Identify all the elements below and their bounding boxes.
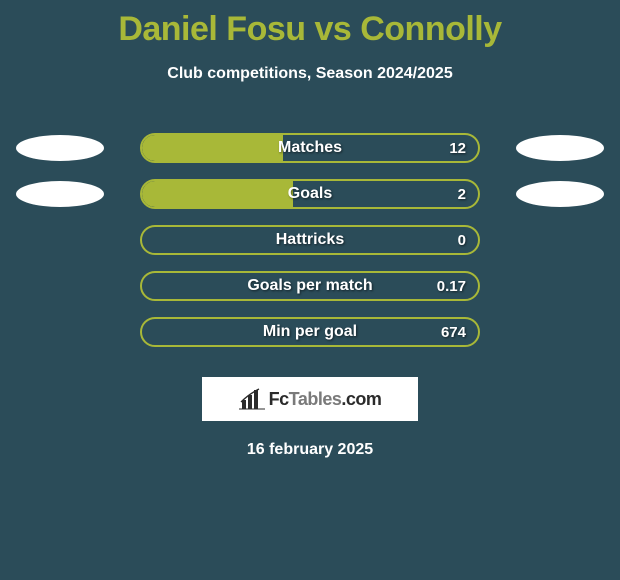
fctables-logo: FcTables.com [239, 388, 382, 410]
stat-label: Goals [142, 185, 478, 203]
logo-box[interactable]: FcTables.com [202, 377, 418, 421]
stat-bar: Min per goal674 [140, 317, 480, 347]
stat-label: Goals per match [142, 277, 478, 295]
stat-value: 12 [449, 140, 466, 157]
logo-prefix: Fc [269, 389, 289, 409]
stat-value: 2 [458, 186, 466, 203]
date-text: 16 february 2025 [0, 441, 620, 459]
stat-bar: Goals per match0.17 [140, 271, 480, 301]
stat-row: Matches12 [0, 125, 620, 171]
stat-value: 674 [441, 324, 466, 341]
player-left-marker [16, 135, 104, 161]
bars-icon [239, 388, 265, 410]
page-title: Daniel Fosu vs Connolly [0, 0, 620, 49]
stat-row: Hattricks0 [0, 217, 620, 263]
stat-row: Goals2 [0, 171, 620, 217]
stat-value: 0.17 [437, 278, 466, 295]
logo-suffix: .com [341, 389, 381, 409]
player-right-marker [516, 135, 604, 161]
subtitle: Club competitions, Season 2024/2025 [0, 65, 620, 83]
stat-row: Min per goal674 [0, 309, 620, 355]
player-right-marker [516, 181, 604, 207]
stat-label: Matches [142, 139, 478, 157]
logo-text: FcTables.com [269, 389, 382, 410]
player-left-marker [16, 181, 104, 207]
stat-label: Min per goal [142, 323, 478, 341]
stat-bar: Goals2 [140, 179, 480, 209]
stat-row: Goals per match0.17 [0, 263, 620, 309]
logo-mid: Tables [289, 389, 342, 409]
stat-bar: Hattricks0 [140, 225, 480, 255]
stat-bar: Matches12 [140, 133, 480, 163]
stat-value: 0 [458, 232, 466, 249]
stat-label: Hattricks [142, 231, 478, 249]
comparison-chart: Matches12 Goals2 Hattricks0 Goals per match… [0, 125, 620, 355]
